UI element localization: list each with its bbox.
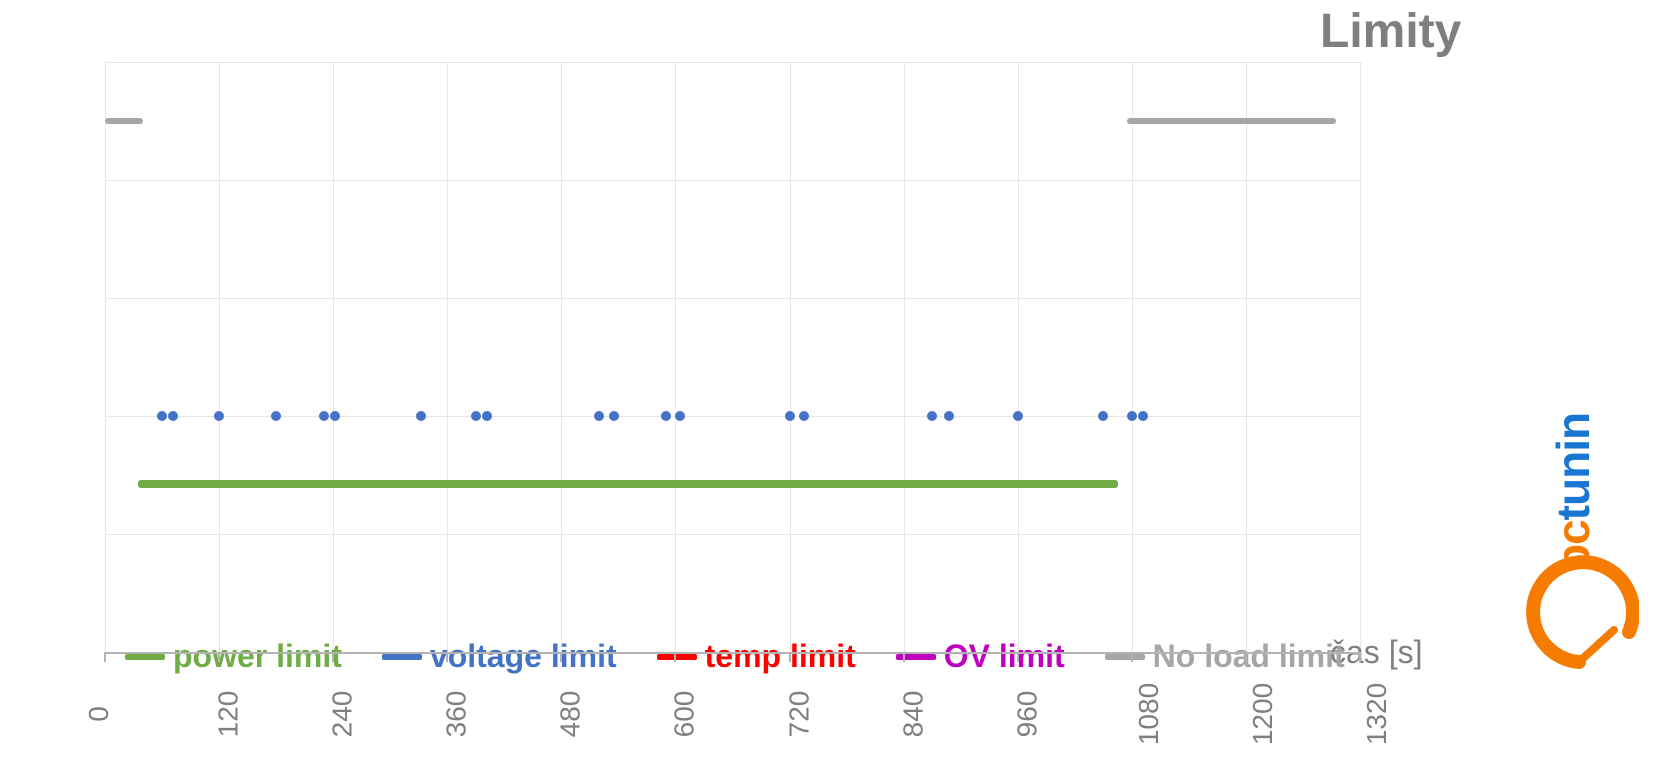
gridline-vertical [1018, 62, 1019, 652]
legend-label: temp limit [705, 638, 856, 675]
series-voltage-limit-point [214, 411, 224, 421]
gridline-vertical [904, 62, 905, 652]
series-voltage-limit-point [609, 411, 619, 421]
x-axis-line [105, 652, 1360, 654]
x-tick-label: 720 [783, 691, 815, 738]
series-voltage-limit-point [1013, 411, 1023, 421]
logo-tuning-text: tuning [1547, 412, 1599, 520]
legend-swatch [382, 654, 422, 660]
series-voltage-limit-point [1138, 411, 1148, 421]
series-voltage-limit-point [1127, 411, 1137, 421]
series-voltage-limit-point [675, 411, 685, 421]
legend-swatch [1105, 654, 1145, 660]
gridline-horizontal [105, 62, 1360, 63]
series-voltage-limit-point [944, 411, 954, 421]
series-voltage-limit-point [799, 411, 809, 421]
x-tick-label: 240 [327, 691, 359, 738]
gridline-horizontal [105, 180, 1360, 181]
logo-pc-text: pc [1547, 520, 1599, 572]
gridline-horizontal [105, 416, 1360, 417]
x-tick-label: 480 [555, 691, 587, 738]
series-voltage-limit-point [482, 411, 492, 421]
legend-swatch [657, 654, 697, 660]
series-power-limit [138, 480, 1117, 488]
gridline-vertical [790, 62, 791, 652]
series-voltage-limit-point [168, 411, 178, 421]
series-voltage-limit-point [927, 411, 937, 421]
series-voltage-limit-point [1098, 411, 1108, 421]
legend: power limit voltage limit temp limit OV lim… [125, 638, 1345, 675]
x-tick-label: 840 [897, 691, 929, 738]
legend-item: voltage limit [382, 638, 617, 675]
legend-item: power limit [125, 638, 342, 675]
gridline-vertical [1246, 62, 1247, 652]
series-no-load-limit [1127, 118, 1336, 124]
chart-title: Limity [1320, 4, 1461, 59]
x-tick-label: 1320 [1361, 683, 1393, 745]
legend-swatch [125, 654, 165, 660]
legend-label: No load limit [1153, 638, 1345, 675]
x-tick-label: 0 [83, 706, 115, 722]
gridline-vertical [333, 62, 334, 652]
x-tick-label: 120 [212, 691, 244, 738]
series-voltage-limit-point [416, 411, 426, 421]
legend-item: No load limit [1105, 638, 1345, 675]
gridline-vertical [105, 62, 106, 652]
logo-svg: pctuning [1519, 412, 1639, 702]
legend-label: OV limit [944, 638, 1065, 675]
gridline-vertical [219, 62, 220, 652]
series-voltage-limit-point [471, 411, 481, 421]
series-voltage-limit-point [330, 411, 340, 421]
x-tick-label: 600 [669, 691, 701, 738]
x-tick-label: 1080 [1133, 683, 1165, 745]
gridline-vertical [1132, 62, 1133, 652]
legend-item: OV limit [896, 638, 1065, 675]
gridline-horizontal [105, 534, 1360, 535]
legend-label: voltage limit [430, 638, 617, 675]
chart-container: Limity čas [s] power limitvoltage limitt… [0, 0, 1657, 772]
gridline-vertical [1360, 62, 1361, 652]
series-voltage-limit-point [785, 411, 795, 421]
x-tick-label: 360 [441, 691, 473, 738]
legend-label: power limit [173, 638, 342, 675]
gridline-vertical [561, 62, 562, 652]
plot-area [105, 62, 1360, 652]
gridline-horizontal [105, 298, 1360, 299]
svg-text:pctuning: pctuning [1547, 412, 1599, 572]
series-voltage-limit-point [271, 411, 281, 421]
series-voltage-limit-point [594, 411, 604, 421]
legend-item: temp limit [657, 638, 856, 675]
pctuning-logo: pctuning [1519, 412, 1639, 702]
x-tick-label: 1200 [1247, 683, 1279, 745]
series-voltage-limit-point [319, 411, 329, 421]
gridline-vertical [675, 62, 676, 652]
x-tick-label: 960 [1011, 691, 1043, 738]
gridline-vertical [447, 62, 448, 652]
series-no-load-limit [105, 118, 143, 124]
series-voltage-limit-point [157, 411, 167, 421]
series-voltage-limit-point [661, 411, 671, 421]
